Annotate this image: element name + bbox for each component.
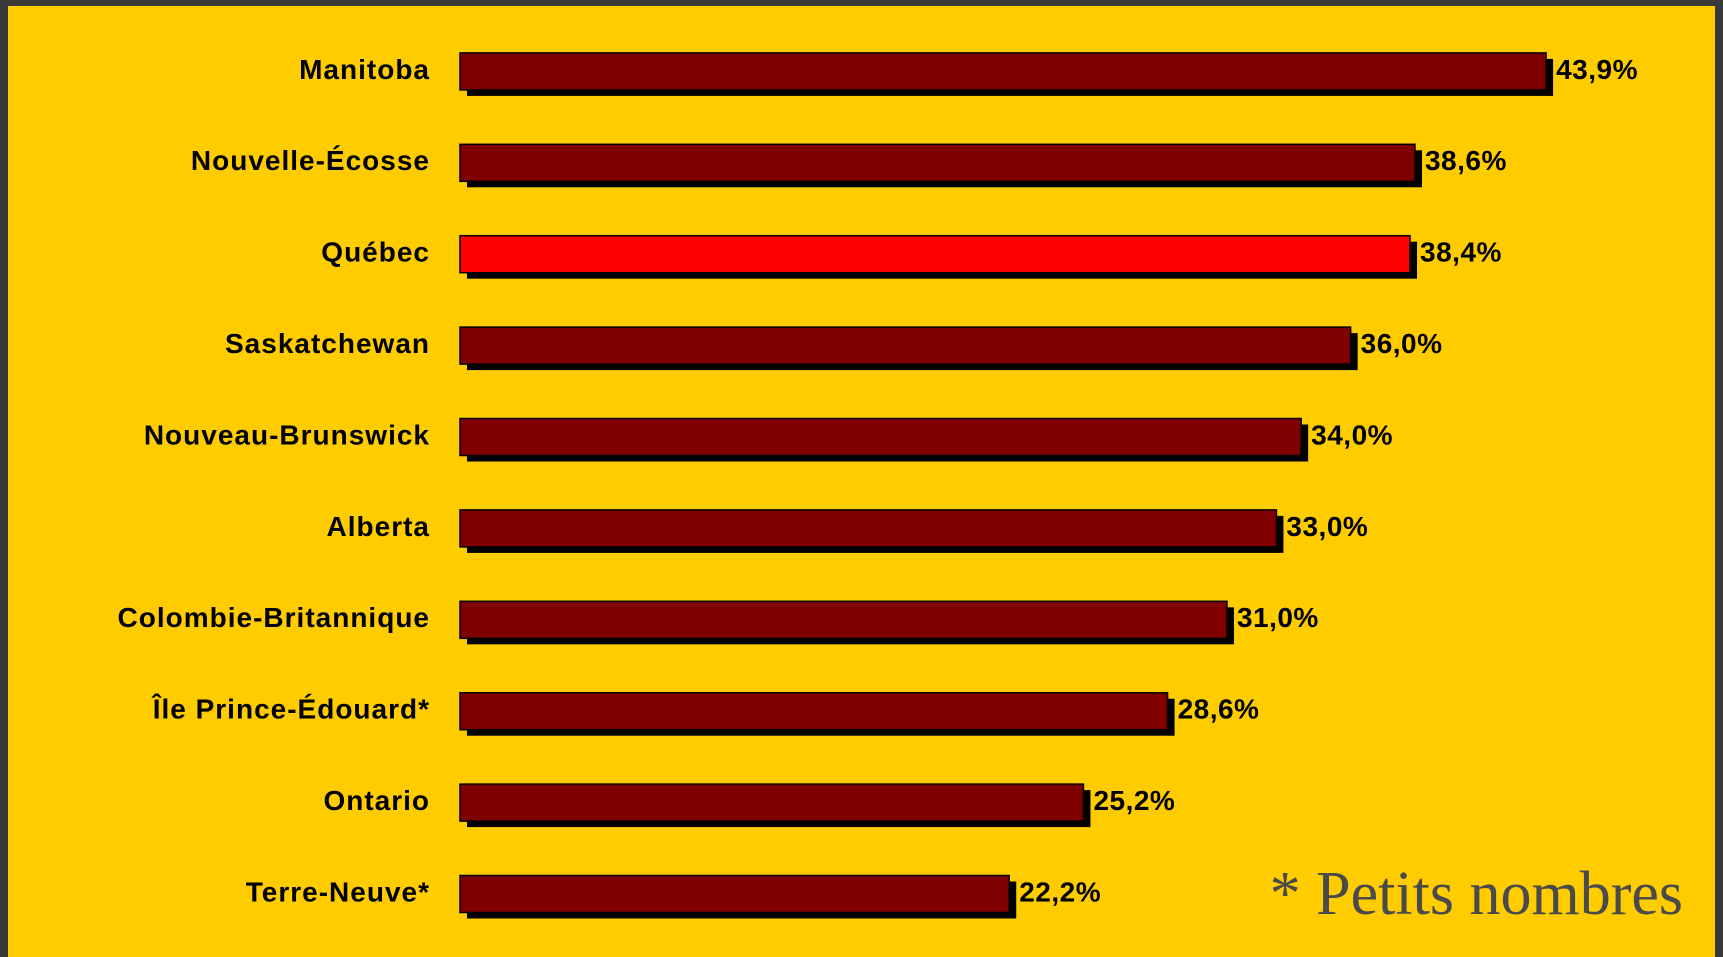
value-label: 33,0% <box>1286 511 1368 542</box>
bar <box>459 234 1411 274</box>
value-label: 25,2% <box>1093 785 1175 816</box>
value-label: 28,6% <box>1178 694 1260 725</box>
category-label: Nouveau-Brunswick <box>144 419 430 450</box>
value-label: 36,0% <box>1361 328 1443 359</box>
bar <box>459 52 1547 91</box>
bar <box>459 326 1352 365</box>
bar <box>459 143 1416 183</box>
category-label: Québec <box>321 237 430 268</box>
category-label: Manitoba <box>299 54 430 85</box>
value-label: 31,0% <box>1237 602 1319 633</box>
bar <box>459 509 1278 548</box>
bar <box>459 783 1085 822</box>
bar <box>459 417 1302 457</box>
value-label: 22,2% <box>1019 876 1101 907</box>
annotation: * Petits nombres <box>1270 860 1683 928</box>
category-label: Terre-Neuve* <box>246 876 430 907</box>
category-label: Nouvelle-Écosse <box>191 145 430 176</box>
category-label: Île Prince-Édouard* <box>151 694 430 725</box>
category-label: Saskatchewan <box>225 328 430 359</box>
category-label: Alberta <box>327 511 430 542</box>
value-label: 34,0% <box>1311 419 1393 450</box>
value-label: 38,4% <box>1420 237 1502 268</box>
bar <box>459 874 1010 914</box>
bar <box>459 691 1169 731</box>
value-label: 38,6% <box>1425 145 1507 176</box>
value-label: 43,9% <box>1556 54 1638 85</box>
category-label: Ontario <box>323 785 430 816</box>
bar <box>459 600 1228 640</box>
category-label: Colombie-Britannique <box>118 602 430 633</box>
